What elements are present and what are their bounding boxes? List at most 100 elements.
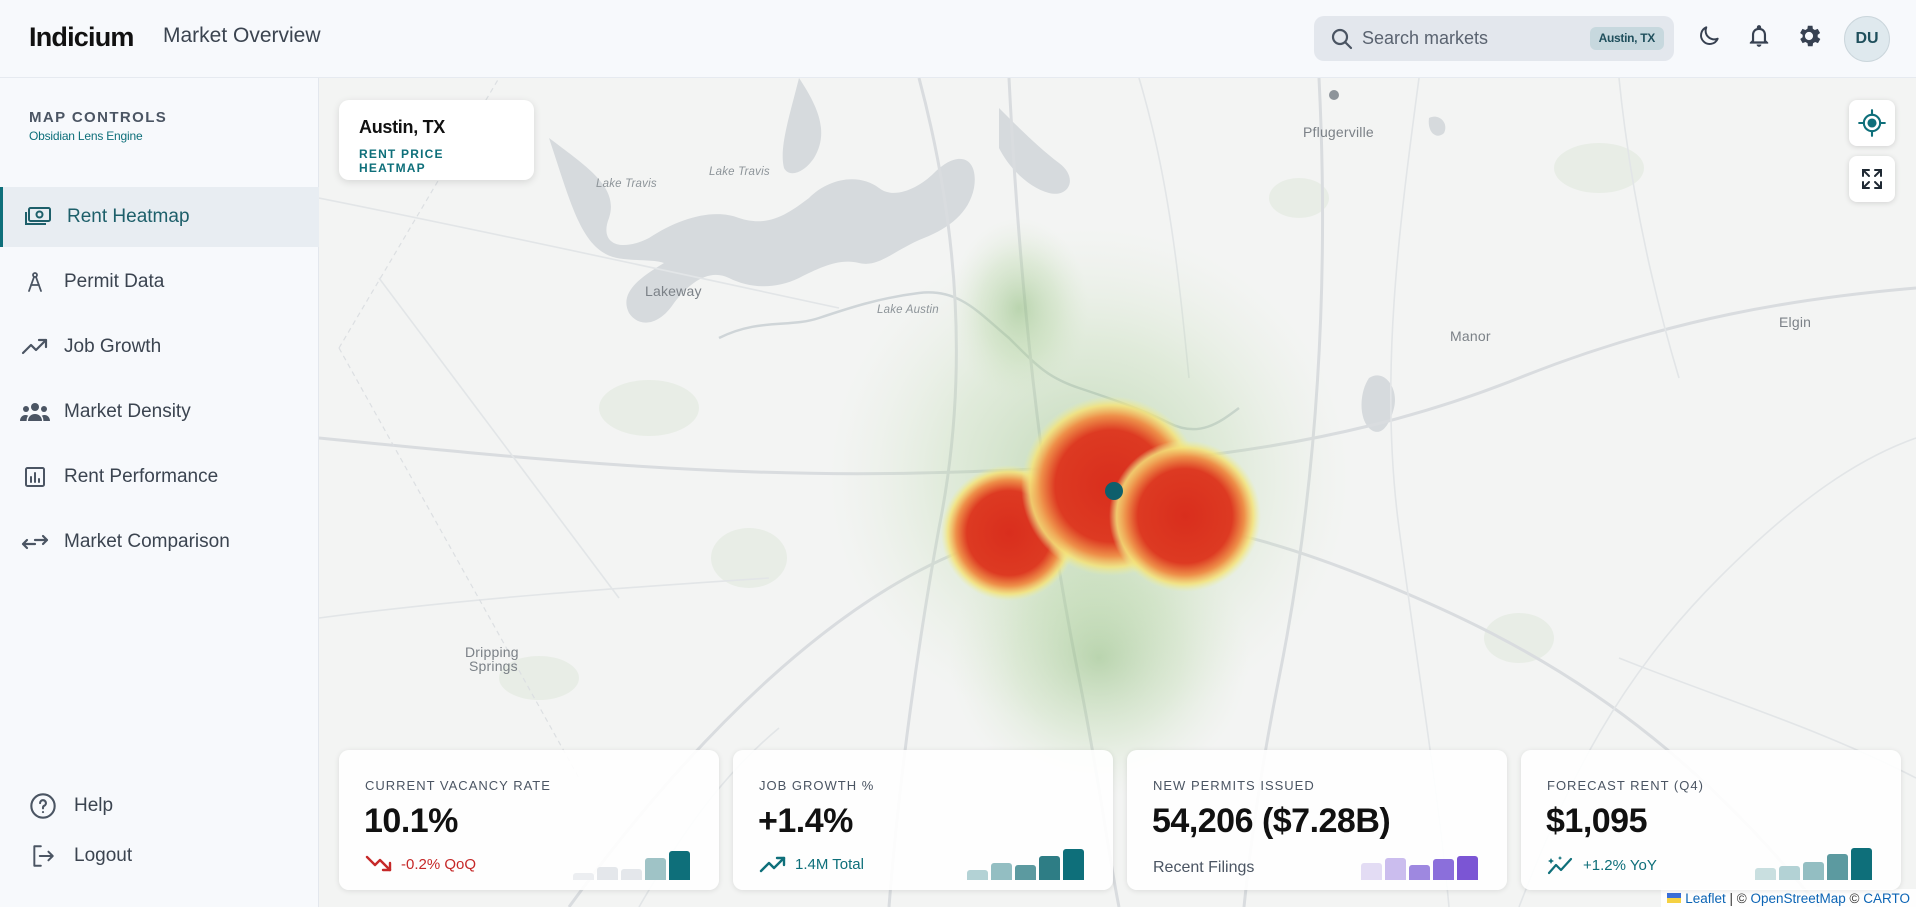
place-label: Lake Travis [596, 178, 657, 190]
place-label: Pflugerville [1303, 124, 1374, 140]
spark-bar [669, 851, 690, 880]
metric-label: CURRENT VACANCY RATE [365, 778, 551, 793]
metric-value: 54,206 ($7.28B) [1152, 802, 1391, 840]
place-label: Lake Travis [709, 166, 770, 178]
metric-value: 10.1% [364, 802, 458, 840]
my-location-icon [1858, 109, 1886, 137]
sidebar-item-permit-data[interactable]: Permit Data [0, 252, 319, 312]
sidebar-item-label: Rent Heatmap [67, 206, 190, 227]
fullscreen-button[interactable] [1849, 156, 1895, 202]
logout-label: Logout [74, 845, 133, 866]
metric-sparkbars [1361, 836, 1481, 880]
spark-bar [1779, 866, 1800, 880]
groups-icon [20, 397, 50, 427]
sidebar-header: MAP CONTROLS Obsidian Lens Engine [29, 109, 167, 143]
metric-card-permits[interactable]: NEW PERMITS ISSUED 54,206 ($7.28B) Recen… [1127, 750, 1507, 890]
locate-button[interactable] [1849, 100, 1895, 146]
help-circle-icon [28, 791, 58, 821]
leaflet-link[interactable]: Leaflet [1685, 890, 1726, 906]
spark-bar [1755, 868, 1776, 880]
metric-value: $1,095 [1546, 802, 1648, 840]
brand-logo[interactable]: Indicium [29, 22, 134, 52]
search-input[interactable] [1362, 24, 1582, 53]
trending-up-icon [759, 856, 786, 873]
spark-bar [1827, 854, 1848, 880]
trending-up-icon [20, 332, 50, 362]
sidebar-item-label: Rent Performance [64, 466, 219, 487]
logout-icon [28, 841, 58, 871]
attribution-separator: | © [1725, 890, 1751, 906]
place-label: Dripping [465, 644, 519, 660]
metric-subtext: Recent Filings [1153, 859, 1255, 876]
sidebar-item-label: Permit Data [64, 271, 165, 292]
compass-icon [20, 267, 50, 297]
attribution-separator: © [1845, 890, 1864, 906]
carto-link[interactable]: CARTO [1863, 890, 1910, 906]
metric-trend: 1.4M Total [759, 854, 864, 874]
spark-bar [1361, 863, 1382, 880]
map-city-title: Austin, TX [359, 117, 445, 137]
sidebar-item-market-density[interactable]: Market Density [0, 382, 319, 442]
openstreetmap-link[interactable]: OpenStreetMap [1750, 890, 1846, 906]
search-bar[interactable]: Austin, TX [1314, 16, 1674, 61]
place-label: Lake Austin [877, 304, 939, 316]
trending-down-icon [365, 855, 392, 872]
place-label: Manor [1450, 328, 1491, 344]
bar-chart-icon [20, 462, 50, 492]
logout-link[interactable]: Logout [28, 838, 132, 874]
ukraine-flag-icon [1667, 893, 1682, 903]
spark-bar [1063, 849, 1084, 880]
metric-sparkbars [573, 836, 693, 880]
metric-label: JOB GROWTH % [759, 778, 875, 793]
place-label: Springs [469, 658, 518, 674]
metric-sparkbars [967, 836, 1087, 880]
spark-bar [1433, 859, 1454, 880]
dark-mode-icon[interactable] [1693, 20, 1725, 52]
auto-graph-icon [1547, 856, 1573, 875]
place-label: Elgin [1779, 314, 1812, 330]
sidebar-subtitle: Obsidian Lens Engine [29, 129, 143, 143]
sidebar-item-job-growth[interactable]: Job Growth [0, 317, 319, 377]
metric-trend: -0.2% QoQ [365, 854, 476, 874]
metric-trend-text: 1.4M Total [795, 855, 864, 873]
sidebar-item-label: Market Comparison [64, 531, 230, 552]
spark-bar [597, 867, 618, 880]
metric-card-vacancy[interactable]: CURRENT VACANCY RATE 10.1% -0.2% QoQ [339, 750, 719, 890]
top-header: Indicium Market Overview Austin, TX DU [0, 0, 1916, 78]
spark-bar [1851, 848, 1872, 880]
spark-bar [1803, 862, 1824, 880]
user-avatar[interactable]: DU [1844, 16, 1890, 62]
spark-bar [967, 870, 988, 880]
spark-bar [1457, 856, 1478, 880]
metric-card-forecast-rent[interactable]: FORECAST RENT (Q4) $1,095 +1.2% YoY [1521, 750, 1901, 890]
search-location-chip[interactable]: Austin, TX [1589, 27, 1664, 50]
sidebar: MAP CONTROLS Obsidian Lens Engine Rent H… [0, 78, 319, 907]
settings-gear-icon[interactable] [1793, 20, 1825, 52]
page-title: Market Overview [163, 24, 321, 47]
help-link[interactable]: Help [28, 788, 113, 824]
map-attribution: Leaflet | © OpenStreetMap © CARTO [1661, 889, 1916, 907]
metric-label: NEW PERMITS ISSUED [1153, 778, 1315, 793]
spark-bar [645, 858, 666, 880]
sidebar-item-label: Market Density [64, 401, 191, 422]
spark-bar [1015, 865, 1036, 880]
money-icon [23, 202, 53, 232]
sidebar-item-rent-performance[interactable]: Rent Performance [0, 447, 319, 507]
notifications-bell-icon[interactable] [1743, 20, 1775, 52]
spark-bar [1409, 865, 1430, 880]
search-icon [1331, 28, 1353, 50]
spark-bar [991, 863, 1012, 880]
sidebar-item-label: Job Growth [64, 336, 162, 357]
metric-card-job-growth[interactable]: JOB GROWTH % +1.4% 1.4M Total [733, 750, 1113, 890]
sidebar-item-rent-heatmap[interactable]: Rent Heatmap [0, 187, 319, 247]
metric-trend-text: +1.2% YoY [1583, 856, 1657, 874]
metric-sparkbars [1755, 836, 1875, 880]
help-label: Help [74, 795, 114, 816]
place-label: Lakeway [645, 283, 702, 299]
sidebar-title: MAP CONTROLS [29, 109, 168, 126]
metric-label: FORECAST RENT (Q4) [1547, 778, 1704, 793]
map-info-card: Austin, TX RENT PRICE HEATMAP [339, 100, 534, 180]
metric-trend: +1.2% YoY [1547, 854, 1657, 876]
sidebar-item-market-comparison[interactable]: Market Comparison [0, 512, 319, 572]
compare-arrows-icon [20, 527, 50, 557]
